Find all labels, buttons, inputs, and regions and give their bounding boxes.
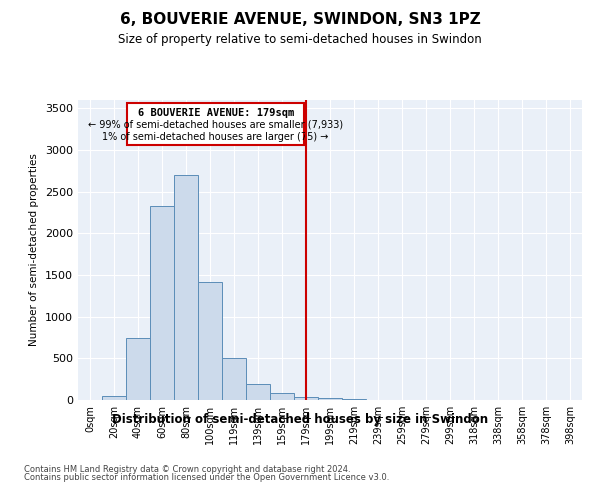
Bar xyxy=(222,358,246,400)
Bar xyxy=(246,384,270,400)
Bar xyxy=(150,206,174,400)
Text: Size of property relative to semi-detached houses in Swindon: Size of property relative to semi-detach… xyxy=(118,32,482,46)
Bar xyxy=(198,282,222,400)
Bar xyxy=(127,102,304,145)
Text: Contains HM Land Registry data © Crown copyright and database right 2024.: Contains HM Land Registry data © Crown c… xyxy=(24,465,350,474)
Text: Distribution of semi-detached houses by size in Swindon: Distribution of semi-detached houses by … xyxy=(112,412,488,426)
Bar xyxy=(102,396,126,400)
Bar xyxy=(126,338,150,400)
Text: 6, BOUVERIE AVENUE, SWINDON, SN3 1PZ: 6, BOUVERIE AVENUE, SWINDON, SN3 1PZ xyxy=(119,12,481,28)
Bar xyxy=(294,396,318,400)
Text: 1% of semi-detached houses are larger (75) →: 1% of semi-detached houses are larger (7… xyxy=(103,132,329,142)
Text: Contains public sector information licensed under the Open Government Licence v3: Contains public sector information licen… xyxy=(24,472,389,482)
Bar xyxy=(342,399,366,400)
Bar xyxy=(318,398,342,400)
Text: 6 BOUVERIE AVENUE: 179sqm: 6 BOUVERIE AVENUE: 179sqm xyxy=(137,108,294,118)
Bar xyxy=(174,175,198,400)
Y-axis label: Number of semi-detached properties: Number of semi-detached properties xyxy=(29,154,40,346)
Text: ← 99% of semi-detached houses are smaller (7,933): ← 99% of semi-detached houses are smalle… xyxy=(88,120,343,130)
Bar xyxy=(270,392,294,400)
